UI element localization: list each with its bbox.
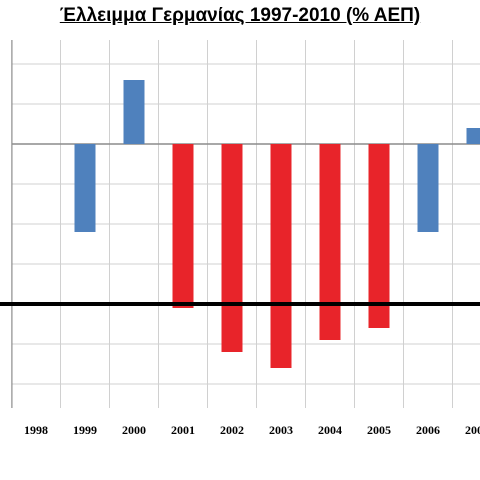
x-tick-label: 1999 [73, 423, 97, 437]
bar-2006 [417, 144, 439, 232]
x-tick-label: 2007 [465, 423, 480, 437]
chart-title: Έλλειμμα Γερμανίας 1997-2010 (% ΑΕΠ) [59, 5, 421, 26]
bar-1999 [74, 144, 96, 232]
x-tick-label: 2000 [122, 423, 146, 437]
x-tick-label: 2005 [367, 423, 391, 437]
x-tick-label: 1998 [24, 423, 48, 437]
bar-2007 [466, 128, 480, 144]
x-tick-label: 2001 [171, 423, 195, 437]
bar-2000 [123, 80, 145, 144]
bar-2005 [368, 144, 390, 328]
bar-2001 [172, 144, 194, 308]
x-tick-label: 2004 [318, 423, 342, 437]
bar-2003 [270, 144, 292, 368]
bar-2002 [221, 144, 243, 352]
x-tick-label: 2006 [416, 423, 440, 437]
x-tick-label: 2003 [269, 423, 293, 437]
x-tick-label: 2002 [220, 423, 244, 437]
bar-2004 [319, 144, 341, 340]
